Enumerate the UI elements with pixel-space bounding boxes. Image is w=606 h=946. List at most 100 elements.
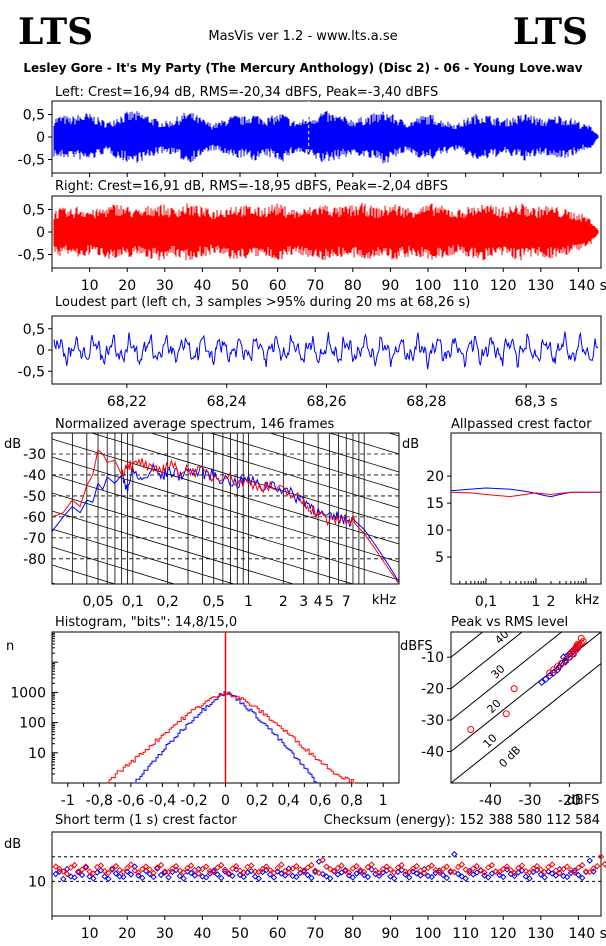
spectrum-xtick-label: 7 (342, 594, 351, 610)
peak-vs-rms-point-right (577, 634, 585, 642)
short-term-crest-point-left (323, 873, 330, 880)
loudest-part-xtick-label: 68,3 s (515, 394, 558, 410)
short-term-crest-point-right (112, 862, 120, 870)
short-term-crest-point-right (221, 866, 229, 873)
allpassed-crest-series-right (450, 491, 601, 498)
logo-right: LTS (513, 11, 588, 53)
short-term-crest-point-right (334, 864, 341, 872)
right-waveform-xtick-label: 110 (452, 278, 479, 294)
short-term-crest-point-right (484, 864, 492, 871)
spectrum-xtick-label: 0,5 (203, 594, 225, 610)
peak-vs-rms-crest-label: 20 (485, 697, 504, 716)
short-term-crest-point-right (590, 865, 597, 872)
short-term-crest-point-right (105, 869, 112, 877)
right-waveform-xtick-label: 90 (382, 278, 400, 294)
short-term-crest-point-left (387, 873, 394, 880)
histogram-xtick-label: -0,4 (149, 793, 176, 809)
short-term-crest-point-right (187, 862, 195, 869)
short-term-crest-point-right (63, 870, 71, 878)
spectrum-xtick-label: 0,1 (122, 594, 144, 610)
short-term-ylabel: dB (4, 837, 21, 852)
spectrum-diag (52, 438, 399, 545)
short-term-crest-point-left (105, 875, 112, 883)
short-term-crest-point-right (312, 867, 319, 874)
right-waveform-xtick-label: 20 (118, 278, 136, 294)
short-term-crest-point-left (120, 873, 127, 881)
spectrum-ytick-label: -70 (23, 531, 46, 547)
short-term-crest-xtick-label: 10 (81, 926, 99, 942)
short-term-crest-xtick-label: 60 (269, 926, 287, 942)
short-term-crest-point-left (451, 851, 458, 858)
short-term-crest-point-left (71, 874, 78, 881)
short-term-crest-point-left (357, 868, 364, 875)
logo-left: LTS (18, 11, 93, 53)
allpassed-crest-xtick-label: 1 (531, 594, 540, 610)
short-term-crest-point-right (368, 861, 375, 868)
short-term-crest-point-right (71, 861, 78, 869)
short-term-crest-point-right (383, 863, 390, 870)
short-term-crest-point-right (586, 868, 593, 876)
short-term-crest-point-left (93, 869, 101, 876)
short-term-crest-point-right (131, 867, 138, 874)
histogram-xtick-label: 1 (379, 793, 388, 809)
short-term-crest: 10 10 20 30 40 50 60 70 80 90 100 110 120 130 140 s (28, 831, 606, 942)
short-term-crest-point-right (255, 868, 263, 876)
short-term-crest-point-right (78, 866, 86, 873)
peak-vs-rms-point-left (549, 669, 558, 677)
short-term-crest-point-right (454, 863, 462, 871)
short-term-crest-point-right (338, 862, 345, 869)
right-waveform-xtick-label: 30 (156, 278, 174, 294)
histogram-ytick-label: 10 (28, 746, 46, 762)
spectrum-diag (52, 510, 295, 584)
short-term-crest-point-right (451, 868, 458, 876)
short-term-crest-point-left (176, 872, 184, 880)
crest-xlabel: kHz (575, 593, 599, 608)
right-waveform: 0,5 0 -0,5 10 20 30 40 50 60 70 80 90 100 110 120 130 14… (18, 195, 606, 294)
short-term-crest-point-right (477, 867, 484, 874)
short-term-crest-point-right (530, 865, 537, 872)
short-term-crest-point-left (454, 870, 462, 878)
short-term-crest-point-left (161, 869, 169, 876)
short-term-crest-point-right (488, 861, 496, 869)
peak-vs-rms-point-left (538, 678, 546, 687)
short-term-crest-point-left (364, 873, 372, 881)
peak-vs-rms-point-right (467, 726, 475, 734)
short-term-crest-point-right (379, 865, 387, 873)
short-term-crest-point-right (500, 865, 507, 873)
loudest-part-xtick-label: 68,26 (306, 394, 346, 410)
short-term-crest-point-left (458, 873, 466, 880)
allpassed-crest: 20 15 10 5 0,1 1 2 (426, 432, 602, 610)
short-term-crest-point-right (432, 866, 439, 874)
short-term-crest-point-right (199, 865, 206, 873)
short-term-crest-point-right (597, 853, 605, 860)
short-term-crest-point-right (364, 863, 372, 871)
short-term-crest-point-right (398, 861, 405, 869)
short-term-crest-point-right (218, 861, 225, 869)
peak-vs-rms-xtick-label: -40 (479, 793, 502, 809)
short-term-crest-point-right (582, 868, 590, 875)
short-term-crest-ytick-label: 10 (28, 874, 46, 890)
short-term-crest-point-right (424, 864, 432, 872)
short-term-crest-point-right (289, 865, 296, 872)
short-term-crest-point-left (447, 868, 454, 876)
short-term-crest-point-left (157, 871, 165, 879)
histogram-xtick-label: 0,8 (341, 793, 363, 809)
short-term-crest-point-left (413, 870, 420, 877)
short-term-crest-point-left (56, 868, 63, 875)
short-term-crest-point-left (278, 870, 285, 877)
short-term-crest-point-left (248, 867, 255, 875)
short-term-crest-point-right (214, 864, 221, 871)
short-term-crest-point-left (187, 869, 195, 877)
spectrum-diag (90, 433, 399, 527)
short-term-crest-point-right (56, 865, 63, 873)
short-term-title: Short term (1 s) crest factor (55, 813, 237, 828)
left-waveform-ytick-label: -0,5 (18, 153, 45, 169)
short-term-crest-point-right (469, 865, 477, 872)
short-term-crest-point-right (387, 866, 394, 873)
right-waveform-xtick-label: 120 (490, 278, 517, 294)
short-term-crest-point-left (462, 875, 469, 882)
short-term-crest-point-right (154, 864, 161, 871)
spectrum-xtick-label: 0,2 (157, 594, 179, 610)
loudest-part-xtick-label: 68,22 (107, 394, 147, 410)
spectrum-diag (52, 492, 355, 584)
